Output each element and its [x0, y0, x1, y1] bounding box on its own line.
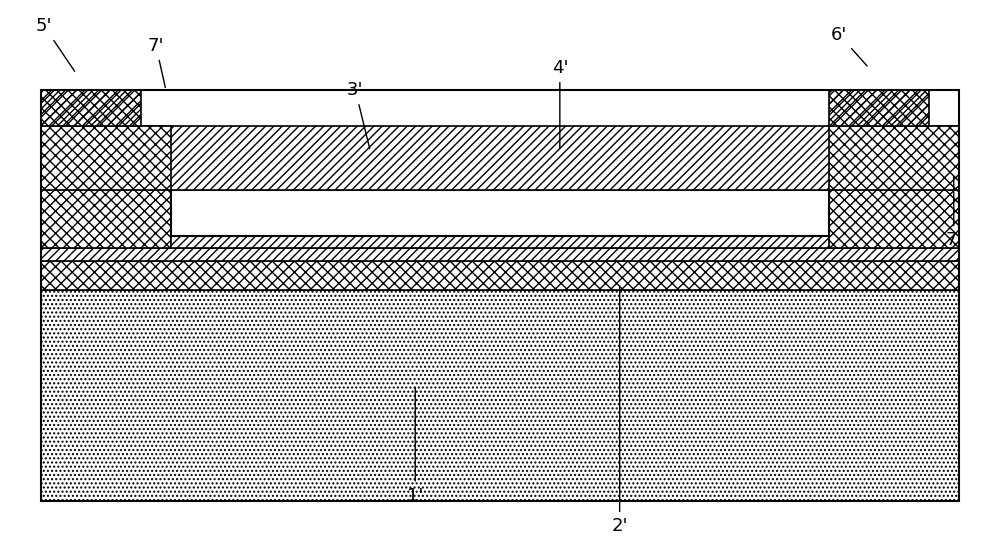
Bar — [41, 90, 959, 501]
Text: 1': 1' — [407, 387, 423, 504]
Bar — [41, 126, 171, 190]
Bar — [829, 176, 959, 248]
Text: 4': 4' — [552, 59, 568, 148]
Bar — [41, 261, 959, 290]
Bar — [41, 90, 141, 126]
Bar — [829, 126, 959, 190]
Bar — [41, 290, 959, 501]
Text: 7': 7' — [945, 176, 962, 249]
Text: 7': 7' — [148, 37, 165, 88]
Text: 6': 6' — [831, 26, 867, 66]
Bar — [41, 248, 959, 261]
Bar — [829, 90, 929, 126]
Bar — [41, 176, 171, 248]
Text: 2': 2' — [611, 287, 628, 535]
Bar — [41, 126, 959, 190]
Bar — [41, 90, 141, 126]
Bar — [171, 190, 829, 235]
Text: 5': 5' — [36, 17, 75, 71]
Bar — [829, 90, 929, 126]
Bar — [171, 235, 829, 248]
Text: 3': 3' — [347, 81, 370, 148]
